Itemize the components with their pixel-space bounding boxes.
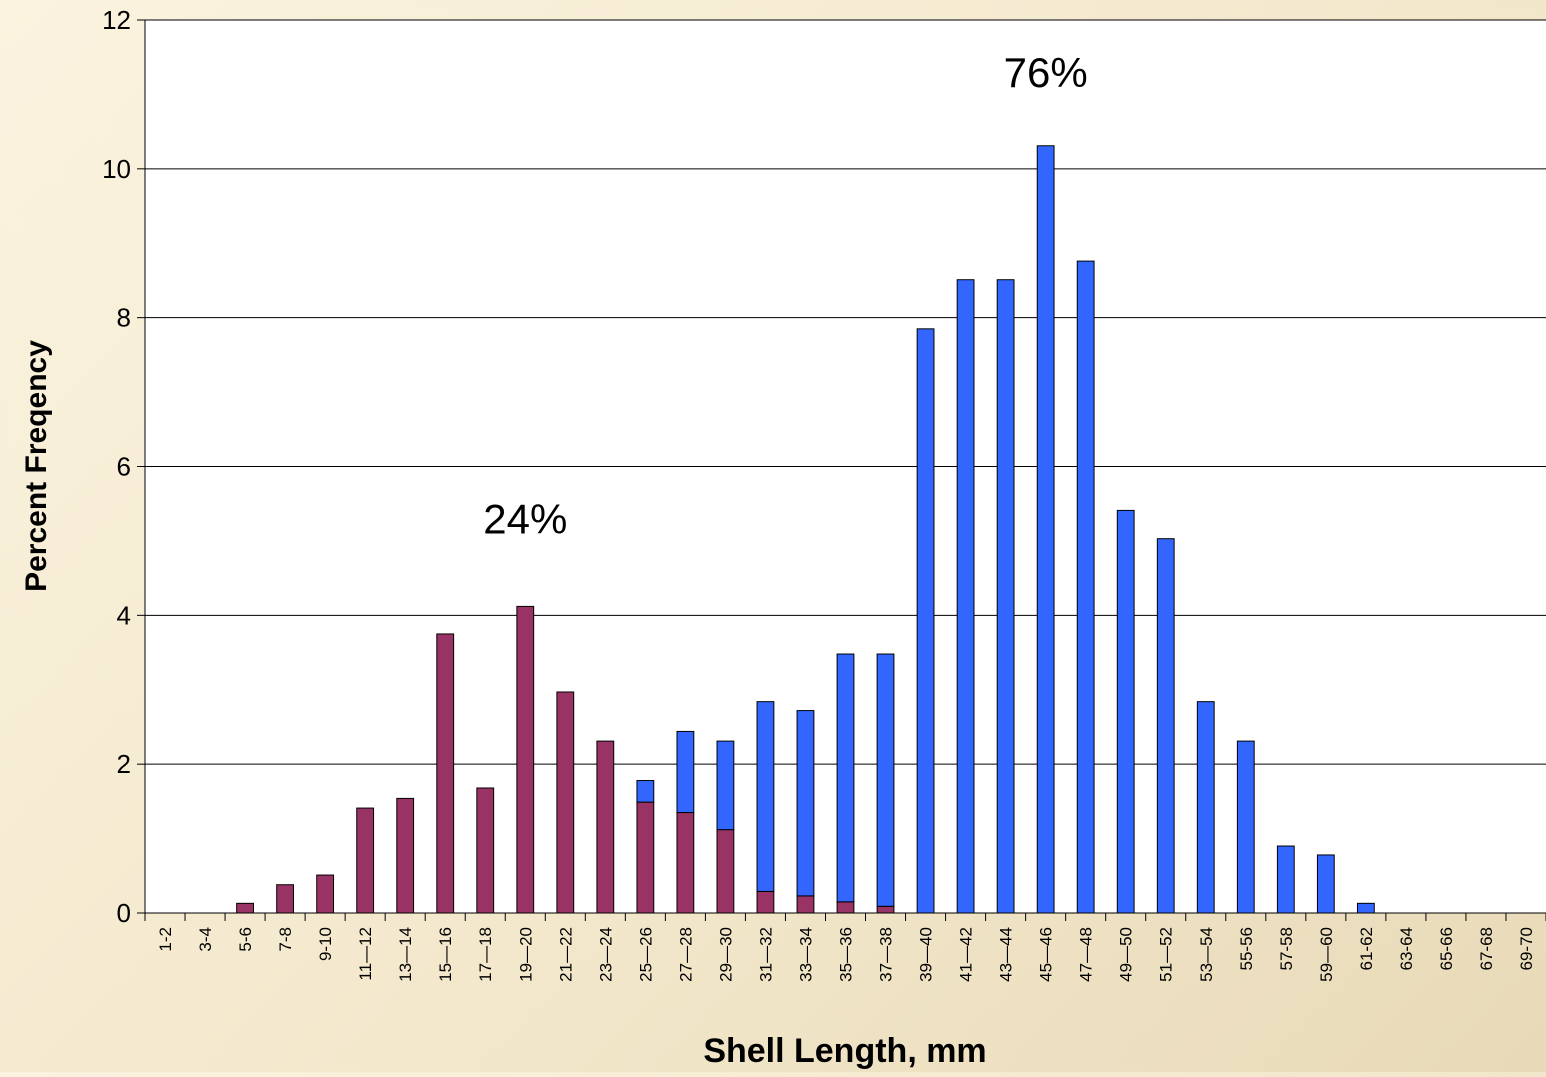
bar-series-2 (1076, 260, 1095, 914)
bar-series-1 (516, 605, 535, 914)
y-tick-label: 0 (117, 898, 131, 928)
bar-series-2 (676, 730, 695, 814)
x-tick-label: 5-6 (236, 927, 255, 952)
x-tick-label: 37—38 (877, 927, 896, 982)
x-tick-label: 29—30 (716, 927, 735, 982)
bars (236, 145, 1375, 914)
y-tick-label: 4 (117, 600, 131, 630)
x-tick-label: 61-62 (1357, 927, 1376, 970)
bar-series-1 (676, 812, 695, 914)
bar-series-2 (796, 710, 815, 897)
annotations: 24% 76% (483, 49, 1087, 542)
bar-series-2 (916, 328, 935, 914)
bar-series-2 (836, 653, 855, 903)
bar-series-1 (396, 797, 415, 914)
y-tick-labels: 0 2 4 6 8 10 12 (102, 5, 145, 928)
bar-series-2 (1036, 145, 1055, 914)
x-tick-label: 57-58 (1277, 927, 1296, 970)
y-tick-label: 8 (117, 303, 131, 333)
x-tick-label: 59—60 (1317, 927, 1336, 982)
x-tick-label: 45—46 (1037, 927, 1056, 982)
bar-series-1 (636, 801, 655, 914)
bar-series-1 (836, 901, 855, 914)
x-tick-label: 41—42 (957, 927, 976, 982)
x-tick-label: 53—54 (1197, 927, 1216, 982)
x-tick-label: 47—48 (1077, 927, 1096, 982)
x-tick-label: 55-56 (1237, 927, 1256, 970)
x-tick-label: 31—32 (756, 927, 775, 982)
x-tick-label: 35—36 (837, 927, 856, 982)
bar-series-1 (476, 787, 495, 914)
y-tick-label: 6 (117, 452, 131, 482)
annotation-label: 76% (1004, 49, 1088, 96)
x-tick-label: 67-68 (1477, 927, 1496, 970)
x-tick-label: 11—12 (356, 927, 375, 981)
x-tick-label: 19—20 (516, 927, 535, 982)
x-tick-label: 15—16 (436, 927, 455, 982)
bar-series-2 (876, 653, 895, 907)
bar-series-2 (1116, 509, 1135, 914)
x-tick-label: 63-64 (1397, 927, 1416, 970)
bar-series-1 (556, 691, 575, 914)
x-tick-label: 21—22 (556, 927, 575, 982)
x-tick-label: 49—50 (1117, 927, 1136, 982)
bar-series-2 (956, 279, 975, 914)
bar-series-2 (1356, 902, 1375, 914)
bar-series-2 (1236, 740, 1255, 914)
y-tick-label: 2 (117, 749, 131, 779)
x-tick-label: 13—14 (396, 927, 415, 982)
gridlines (145, 19, 1546, 765)
x-tick-label: 23—24 (596, 927, 615, 982)
y-tick-label: 12 (102, 5, 131, 35)
x-tick-label: 65-66 (1437, 927, 1456, 970)
x-tick-label: 25—26 (636, 927, 655, 982)
bar-series-2 (1156, 538, 1175, 914)
y-axis-label: Percent Freqency (20, 340, 53, 592)
y-tick-label: 10 (102, 154, 131, 184)
x-tick-label: 33—34 (796, 927, 815, 982)
bar-series-1 (716, 829, 735, 914)
x-tick-label: 9-10 (316, 927, 335, 961)
bar-series-1 (356, 807, 375, 914)
bar-series-1 (796, 895, 815, 914)
annotation-label: 24% (483, 495, 567, 542)
bar-series-1 (236, 902, 254, 914)
bar-series-2 (716, 740, 735, 831)
x-axis-label: Shell Length, mm (703, 1032, 986, 1070)
bar-series-1 (436, 633, 455, 914)
bar-series-2 (996, 279, 1015, 914)
x-tick-label: 39—40 (917, 927, 936, 982)
bar-series-2 (1276, 845, 1295, 914)
x-tick-label: 17—18 (476, 927, 495, 982)
bar-series-1 (276, 884, 295, 914)
x-tick-label: 51—52 (1157, 927, 1176, 982)
x-tick-label: 43—44 (997, 927, 1016, 982)
x-tick-label: 3-4 (196, 927, 215, 952)
x-tick-label: 69-70 (1517, 927, 1536, 970)
bar-series-1 (876, 905, 895, 914)
bar-series-2 (1196, 701, 1215, 914)
bar-series-1 (756, 890, 775, 914)
x-tick-label: 27—28 (676, 927, 695, 982)
x-tick-labels: 1-2 3-4 5-6 7-8 9-10 11—12 13—14 15—16 17—18 19—2… (144, 913, 1546, 982)
bar-series-2 (756, 701, 775, 892)
bar-series-1 (596, 740, 615, 914)
bar-series-1 (316, 874, 335, 914)
x-tick-label: 1-2 (156, 927, 175, 952)
x-tick-label: 7-8 (276, 927, 295, 952)
bar-series-2 (636, 780, 655, 803)
bar-series-2 (1316, 854, 1335, 914)
